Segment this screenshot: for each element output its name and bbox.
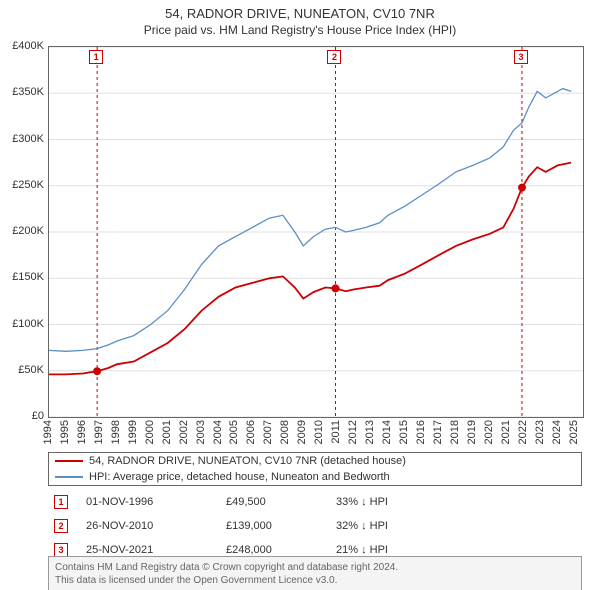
x-tick-label: 1996 [76,420,88,444]
plot-svg [49,47,583,417]
x-tick-label: 2010 [313,420,325,444]
y-tick-label: £0 [0,410,44,422]
x-tick-label: 2021 [500,420,512,444]
footer-line: Contains HM Land Registry data © Crown c… [55,561,575,574]
sale-marker-2: 2 [54,519,68,533]
legend: 54, RADNOR DRIVE, NUNEATON, CV10 7NR (de… [48,452,582,486]
legend-label: 54, RADNOR DRIVE, NUNEATON, CV10 7NR (de… [89,455,406,467]
y-tick-label: £150K [0,271,44,283]
attribution-footer: Contains HM Land Registry data © Crown c… [48,556,582,590]
legend-swatch-property [55,460,83,462]
y-tick-label: £350K [0,86,44,98]
sale-date: 01-NOV-1996 [86,496,226,508]
y-tick-label: £200K [0,225,44,237]
legend-item-hpi: HPI: Average price, detached house, Nune… [49,469,581,485]
x-tick-label: 2023 [534,420,546,444]
x-tick-label: 2022 [517,420,529,444]
sale-price: £139,000 [226,520,336,532]
x-tick-label: 2020 [483,420,495,444]
footer-line: This data is licensed under the Open Gov… [55,574,575,587]
sale-marker-3: 3 [514,50,528,64]
chart-container: 54, RADNOR DRIVE, NUNEATON, CV10 7NR Pri… [0,0,600,590]
x-tick-label: 1995 [59,420,71,444]
sale-marker-1: 1 [89,50,103,64]
sale-date: 25-NOV-2021 [86,544,226,556]
legend-label: HPI: Average price, detached house, Nune… [89,471,390,483]
x-tick-label: 2006 [245,420,257,444]
x-tick-label: 2001 [161,420,173,444]
x-tick-label: 2000 [144,420,156,444]
x-tick-label: 2025 [568,420,580,444]
sale-hpi: 32% ↓ HPI [336,520,388,532]
x-tick-label: 2004 [212,420,224,444]
x-tick-label: 2018 [449,420,461,444]
legend-item-property: 54, RADNOR DRIVE, NUNEATON, CV10 7NR (de… [49,453,581,469]
legend-swatch-hpi [55,476,83,478]
sale-price: £49,500 [226,496,336,508]
sale-marker-1: 1 [54,495,68,509]
x-tick-label: 2008 [279,420,291,444]
x-tick-label: 2012 [347,420,359,444]
x-tick-label: 2015 [398,420,410,444]
x-tick-label: 2005 [228,420,240,444]
plot-area [48,46,584,418]
x-tick-label: 2009 [296,420,308,444]
sale-marker-2: 2 [327,50,341,64]
sales-table: 1 01-NOV-1996 £49,500 33% ↓ HPI 2 26-NOV… [48,490,582,562]
x-tick-label: 2007 [262,420,274,444]
sale-row: 2 26-NOV-2010 £139,000 32% ↓ HPI [48,514,582,538]
x-tick-label: 2011 [330,420,342,444]
sale-price: £248,000 [226,544,336,556]
x-tick-label: 2013 [364,420,376,444]
y-tick-label: £250K [0,179,44,191]
x-tick-label: 1994 [42,420,54,444]
y-tick-label: £300K [0,133,44,145]
y-tick-label: £50K [0,364,44,376]
x-tick-label: 2002 [178,420,190,444]
x-tick-label: 2016 [415,420,427,444]
chart-subtitle: Price paid vs. HM Land Registry's House … [0,23,600,41]
y-tick-label: £400K [0,40,44,52]
sale-hpi: 21% ↓ HPI [336,544,388,556]
sale-row: 1 01-NOV-1996 £49,500 33% ↓ HPI [48,490,582,514]
x-tick-label: 2003 [195,420,207,444]
sale-date: 26-NOV-2010 [86,520,226,532]
chart-title: 54, RADNOR DRIVE, NUNEATON, CV10 7NR [0,0,600,23]
x-tick-label: 2017 [432,420,444,444]
x-tick-label: 1998 [110,420,122,444]
x-tick-label: 1997 [93,420,105,444]
x-tick-label: 2014 [381,420,393,444]
x-tick-label: 2019 [466,420,478,444]
x-tick-label: 1999 [127,420,139,444]
sale-hpi: 33% ↓ HPI [336,496,388,508]
sale-marker-3: 3 [54,543,68,557]
x-tick-label: 2024 [551,420,563,444]
y-tick-label: £100K [0,318,44,330]
